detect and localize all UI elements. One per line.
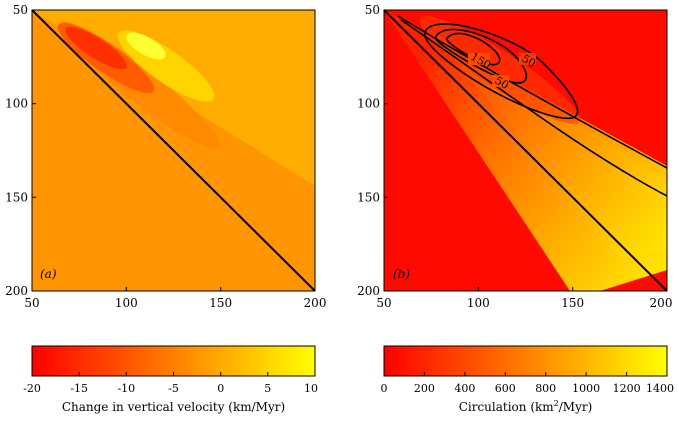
panel-a-y-axis: 50 100 150 200	[5, 3, 36, 298]
panel-a-frame	[31, 9, 316, 292]
panel-b-y-tick-label: 50	[365, 3, 380, 17]
colorbar-b-ticks	[383, 372, 668, 376]
panel-b-x-axis: 50 100 150 200	[376, 287, 672, 310]
colorbar-b-tick-label: 1000	[572, 382, 600, 395]
panel-a-y-tick-label: 200	[5, 284, 28, 298]
panel-a-x-axis: 50 100 150 200	[24, 287, 326, 310]
colorbar-a-tick-label: -20	[23, 382, 41, 395]
panel-a-y-tick-label: 100	[5, 97, 28, 111]
panel-b-x-tick-label: 50	[376, 296, 391, 310]
panel-a-x-tick-label: 100	[115, 296, 138, 310]
panel-a: (a) 50 100 150 200 50 100 150 200	[5, 3, 326, 310]
panel-b-diagonal-line	[383, 9, 668, 292]
colorbar-b-tick-label: 800	[535, 382, 556, 395]
colorbar-b-label-prefix: Circulation (km	[459, 400, 555, 414]
panel-b: 50 150 50 (b) 50 100 150 200 50 100 150	[357, 3, 672, 310]
colorbar-b-tick-label: 600	[495, 382, 516, 395]
colorbar-a: -20 -15 -10 -5 0 5 10 Change in vertical…	[23, 345, 318, 414]
contour-50-upper-line	[397, 15, 668, 169]
panel-b-frame	[383, 9, 668, 292]
colorbar-a-tick-label: 5	[264, 382, 271, 395]
panel-a-negative-lobe-inner	[65, 26, 127, 70]
colorbar-b-tick-label: 400	[454, 382, 475, 395]
colorbar-b-tick-label: 200	[414, 382, 435, 395]
panel-a-positive-lobe-inner	[126, 32, 166, 60]
colorbar-a-gradient	[31, 345, 316, 377]
colorbar-b: 0 200 400 600 800 1000 1200 1400 Circula…	[381, 345, 674, 414]
panel-a-x-tick-label: 200	[304, 296, 327, 310]
panel-a-x-tick-label: 150	[209, 296, 232, 310]
panel-b-contours	[397, 15, 668, 197]
colorbar-a-tick-label: 0	[217, 382, 224, 395]
contour-label: 50	[519, 52, 538, 70]
panel-b-x-tick-label: 150	[561, 296, 584, 310]
panel-b-y-tick-label: 150	[357, 190, 380, 204]
colorbar-b-label: Circulation (km2/Myr)	[459, 399, 593, 414]
contour-50-loop	[424, 23, 579, 120]
colorbar-b-gradient	[383, 345, 668, 377]
colorbar-a-tick-label: -5	[168, 382, 179, 395]
colorbar-b-label-suffix: /Myr)	[559, 400, 593, 414]
contour-label-background	[492, 75, 509, 87]
colorbar-a-tick-label: 10	[304, 382, 318, 395]
panel-b-label: (b)	[393, 267, 410, 281]
panel-a-y-tick-label: 150	[5, 190, 28, 204]
colorbar-b-tick-label: 1200	[613, 382, 641, 395]
colorbar-b-tick-label: 1400	[646, 382, 674, 395]
panel-b-x-tick-label: 100	[467, 296, 490, 310]
colorbar-a-tick-label: -10	[117, 382, 135, 395]
panel-b-y-tick-label: 100	[357, 97, 380, 111]
panel-b-circulation-band-core	[430, 30, 667, 260]
panel-a-x-tick-label: 50	[24, 296, 39, 310]
panel-b-circulation-lobe	[419, 16, 581, 124]
colorbar-a-ticks	[31, 372, 316, 376]
colorbar-b-label-sup: 2	[554, 399, 559, 408]
panel-b-contour-labels: 50 150 50	[468, 50, 538, 92]
contour-50-lower-line	[400, 19, 668, 197]
contour-label: 50	[492, 74, 511, 92]
panel-a-label: (a)	[40, 267, 57, 281]
colorbar-a-tick-label: -15	[70, 382, 88, 395]
contour-label-background	[519, 53, 536, 65]
panel-a-y-tick-label: 50	[13, 3, 28, 17]
panel-b-x-tick-label: 200	[650, 296, 673, 310]
colorbar-a-label: Change in vertical velocity (km/Myr)	[62, 400, 285, 414]
colorbar-b-tick-label: 0	[381, 382, 388, 395]
panel-b-y-tick-label: 200	[357, 284, 380, 298]
panel-a-diagonal-line	[31, 9, 316, 292]
panel-b-y-axis: 50 100 150 200	[357, 3, 388, 298]
contour-label-background	[468, 53, 490, 65]
